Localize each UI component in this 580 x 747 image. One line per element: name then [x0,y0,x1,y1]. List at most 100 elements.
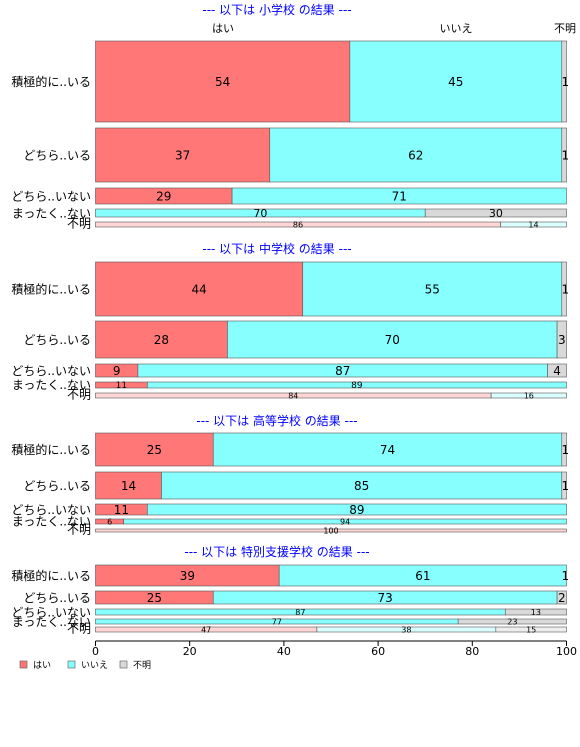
data-label: 87 [295,608,305,617]
block-title: --- 以下は 高等学校 の結果 --- [196,413,357,428]
data-label: 4 [553,364,561,378]
bar-segment-yes [95,471,162,500]
bar-segment-unknown [457,618,567,625]
legend-swatch-unknown [119,660,128,669]
bar-segment-no [147,503,567,516]
legend-swatch-no [67,660,76,669]
block-title: --- 以下は 小学校 の結果 --- [202,2,351,17]
data-label: 85 [354,479,369,493]
row-label: まったく..ない [12,615,91,629]
legend-label-no: いいえ [81,660,108,671]
data-label: 73 [378,591,393,605]
data-label: 25 [147,443,162,457]
data-label: 3 [558,333,566,347]
bar-segment-unknown [547,363,567,378]
data-label: 45 [448,75,463,89]
block-title: --- 以下は 特別支援学校 の結果 --- [184,544,369,559]
data-label: 11 [116,381,127,391]
data-label: 1 [562,443,570,457]
row-label: どちら..いない [11,605,91,619]
bar-segment-no [349,40,563,123]
data-label: 77 [272,617,282,626]
bar-segment-unknown [561,40,567,123]
row-label: まったく..ない [12,206,91,220]
data-label: 47 [201,625,211,634]
x-tick-label: 100 [556,645,577,658]
data-label: 28 [154,333,169,347]
row-label: 積極的に..いる [11,442,91,457]
data-label: 15 [526,625,536,634]
data-label: 94 [340,517,350,526]
data-label: 74 [380,443,395,457]
bar-segment-no [490,392,567,399]
row-label: どちら..いる [23,333,91,347]
block-title: --- 以下は 中学校 の結果 --- [202,241,351,256]
bar-segment-no [278,564,567,587]
bar-segment-unknown [424,208,567,218]
data-label: 14 [121,479,136,493]
bar-segment-yes [95,432,214,467]
column-header-yes: はい [212,22,234,35]
data-label: 89 [349,503,364,517]
legend-label-yes: はい [33,660,51,671]
data-label: 1 [562,75,570,89]
data-label: 11 [114,503,129,517]
data-label: 13 [531,608,541,617]
bar-segment-unknown [504,608,567,616]
x-tick-label: 80 [465,645,479,658]
bar-segment-no [147,381,567,389]
legend-swatch-yes [19,660,28,669]
row-label: 積極的に..いる [11,281,91,296]
row-label: どちら..いない [11,503,91,517]
bar-segment-no [231,187,567,205]
bar-segment-no [500,221,567,228]
x-tick-label: 0 [92,645,99,658]
row-label: まったく..ない [12,378,91,392]
row-label: 不明 [67,522,91,536]
bar-segment-no [302,261,563,317]
data-label: 54 [215,75,230,89]
bar-segment-no [161,471,563,500]
x-tick-label: 20 [183,645,197,658]
data-label: 37 [175,148,190,162]
data-label: 55 [425,282,440,296]
bar-segment-yes [95,261,304,317]
bar-segment-no [123,518,567,525]
data-label: 100 [323,526,338,535]
bar-segment-unknown [556,590,567,605]
bar-segment-unknown [561,432,567,467]
row-label: 不明 [67,621,91,635]
data-label: 1 [562,282,570,296]
data-label: 89 [351,381,363,391]
data-label: 1 [562,569,570,583]
x-tick-label: 60 [371,645,385,658]
column-header-no: いいえ [440,22,473,35]
data-label: 38 [401,625,411,634]
bar-segment-yes [95,320,228,359]
bar-segment-unknown [556,320,567,359]
data-label: 70 [385,333,400,347]
bar-segment-yes [95,40,351,123]
legend-label-unknown: 不明 [133,660,151,671]
x-tick-label: 40 [277,645,291,658]
data-label: 87 [335,364,350,378]
row-label: 積極的に..いる [11,568,91,583]
data-label: 71 [392,189,407,203]
data-label: 44 [191,282,206,296]
data-label: 6 [107,517,112,526]
row-label: 不明 [67,216,91,230]
data-label: 2 [558,591,566,605]
data-label: 61 [415,569,430,583]
row-label: 不明 [67,387,91,401]
bar-segment-yes [95,528,567,533]
data-label: 23 [507,617,517,626]
data-label: 86 [293,220,303,229]
data-label: 84 [288,391,298,400]
row-label: どちら..いない [11,364,91,378]
data-label: 14 [528,220,538,229]
row-label: どちら..いる [23,591,91,605]
bar-segment-unknown [495,626,567,633]
data-label: 62 [408,148,423,162]
data-label: 30 [489,207,503,220]
